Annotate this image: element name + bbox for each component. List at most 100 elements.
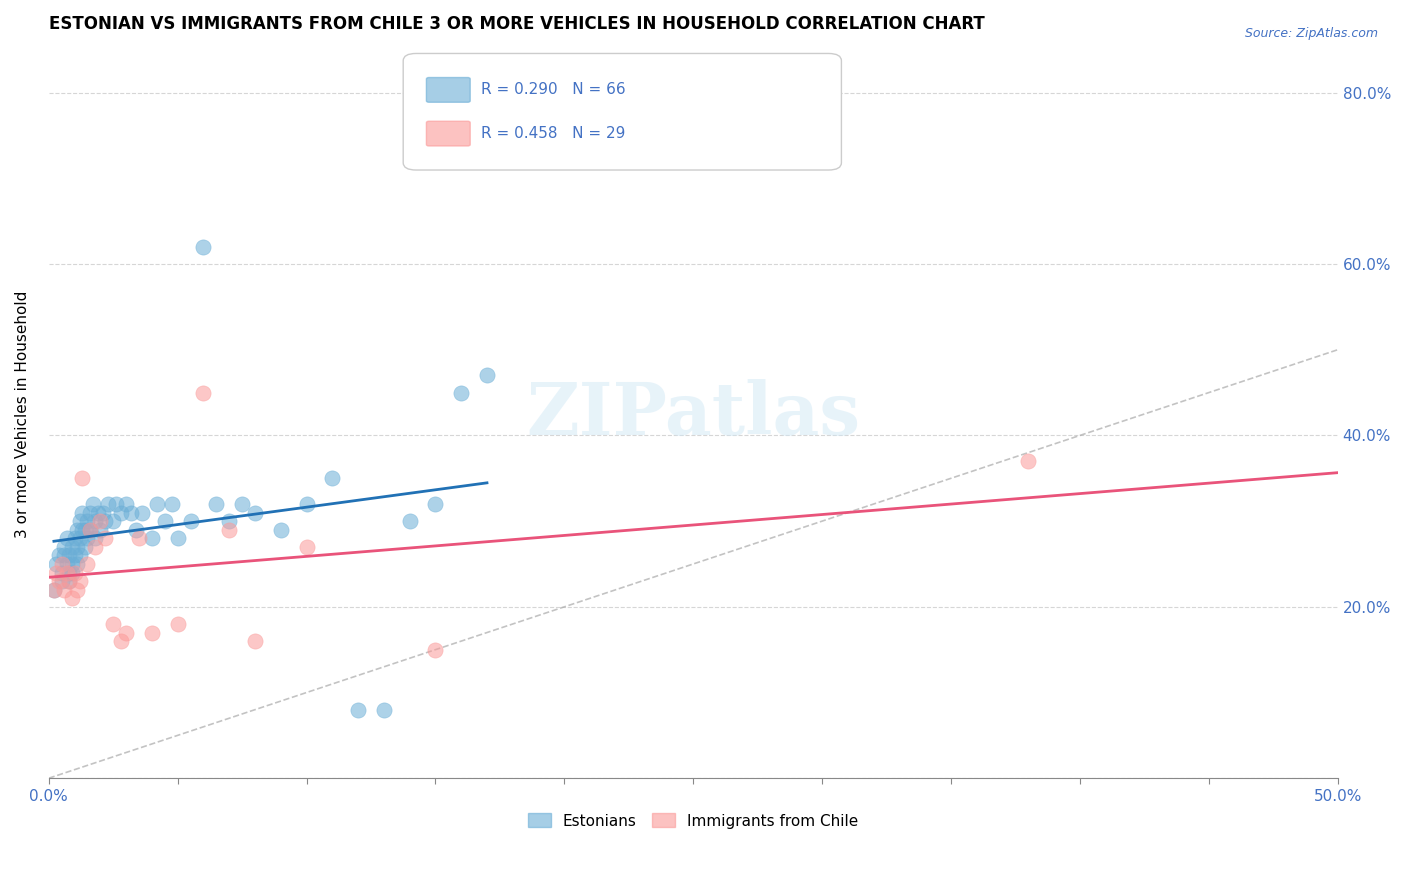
Point [166, 531, 188, 545]
Point [141, 531, 163, 545]
Point [347, 703, 370, 717]
Point [120, 506, 142, 520]
Point [162, 497, 184, 511]
Point [321, 471, 343, 485]
Point [166, 617, 188, 632]
Point [60, 557, 83, 571]
Point [270, 523, 292, 537]
Text: Source: ZipAtlas.com: Source: ZipAtlas.com [1244, 27, 1378, 40]
Point [53, 549, 76, 563]
Point [128, 531, 150, 545]
Point [450, 385, 472, 400]
Point [425, 642, 447, 657]
Point [58, 574, 80, 588]
Point [56, 531, 79, 545]
Point [63, 531, 86, 545]
Point [73, 540, 96, 554]
Point [91, 506, 114, 520]
Point [218, 514, 240, 528]
Point [58, 574, 80, 588]
FancyBboxPatch shape [404, 54, 841, 170]
FancyBboxPatch shape [426, 78, 470, 103]
Point [475, 368, 498, 383]
Point [84, 540, 107, 554]
Point [69, 514, 91, 528]
Point [72, 471, 94, 485]
Point [295, 497, 318, 511]
Point [231, 497, 253, 511]
Point [42, 582, 65, 597]
Point [79, 523, 101, 537]
Y-axis label: 3 or more Vehicles in Household: 3 or more Vehicles in Household [15, 290, 30, 538]
Point [243, 634, 266, 648]
Point [48, 574, 70, 588]
Point [97, 497, 120, 511]
Point [82, 497, 104, 511]
Point [218, 523, 240, 537]
Point [373, 703, 395, 717]
Point [193, 240, 215, 254]
Point [76, 514, 98, 528]
Point [87, 506, 110, 520]
Point [56, 557, 79, 571]
Point [76, 557, 98, 571]
Point [69, 549, 91, 563]
Point [146, 497, 169, 511]
Point [84, 514, 107, 528]
Point [104, 497, 127, 511]
Text: ESTONIAN VS IMMIGRANTS FROM CHILE 3 OR MORE VEHICLES IN HOUSEHOLD CORRELATION CH: ESTONIAN VS IMMIGRANTS FROM CHILE 3 OR M… [49, 15, 984, 33]
Point [1017, 454, 1039, 468]
Point [66, 523, 89, 537]
Point [89, 514, 111, 528]
Point [48, 549, 70, 563]
Point [398, 514, 420, 528]
Point [115, 497, 138, 511]
Point [115, 625, 138, 640]
Point [79, 523, 101, 537]
Point [69, 531, 91, 545]
Point [60, 591, 83, 606]
Point [425, 497, 447, 511]
Point [51, 574, 73, 588]
Point [63, 566, 86, 580]
Point [69, 574, 91, 588]
Point [89, 523, 111, 537]
Point [153, 514, 176, 528]
Point [243, 506, 266, 520]
Point [141, 625, 163, 640]
Point [66, 557, 89, 571]
Point [45, 566, 67, 580]
Point [103, 617, 125, 632]
Point [60, 566, 83, 580]
Point [193, 385, 215, 400]
Point [66, 582, 89, 597]
Point [73, 523, 96, 537]
Point [94, 514, 117, 528]
Point [110, 506, 132, 520]
Point [72, 523, 94, 537]
Point [131, 506, 153, 520]
Point [110, 634, 132, 648]
Point [205, 497, 228, 511]
Point [63, 549, 86, 563]
Point [76, 531, 98, 545]
Point [84, 531, 107, 545]
Point [51, 566, 73, 580]
Text: R = 0.458   N = 29: R = 0.458 N = 29 [481, 126, 624, 141]
Legend: Estonians, Immigrants from Chile: Estonians, Immigrants from Chile [520, 805, 866, 836]
Point [79, 506, 101, 520]
Point [42, 582, 65, 597]
Point [103, 514, 125, 528]
Point [45, 557, 67, 571]
Point [60, 540, 83, 554]
Point [180, 514, 202, 528]
Point [125, 523, 148, 537]
FancyBboxPatch shape [426, 121, 470, 146]
Point [56, 566, 79, 580]
Point [58, 549, 80, 563]
Point [53, 540, 76, 554]
Point [94, 531, 117, 545]
Point [58, 566, 80, 580]
Point [66, 540, 89, 554]
Point [53, 582, 76, 597]
